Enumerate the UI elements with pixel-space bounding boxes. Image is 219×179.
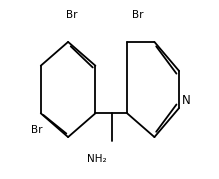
Text: NH₂: NH₂ [87,154,107,164]
Text: Br: Br [66,10,77,20]
Text: Br: Br [132,10,143,20]
Text: N: N [182,94,191,107]
Text: Br: Br [32,125,43,135]
